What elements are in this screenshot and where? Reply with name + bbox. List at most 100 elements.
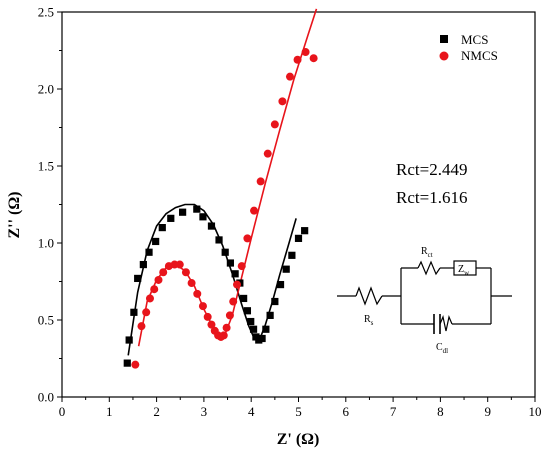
equivalent-circuit [337, 260, 512, 334]
data-point-mcs [139, 260, 147, 269]
data-point-mcs [271, 297, 279, 306]
data-point-mcs [249, 325, 258, 333]
data-point-mcs [134, 274, 142, 283]
data-point-mcs [226, 259, 234, 267]
data-point-nmcs [207, 320, 216, 329]
data-point-nmcs [181, 268, 190, 277]
data-point-nmcs [250, 206, 259, 215]
data-point-mcs [258, 334, 266, 343]
data-point-nmcs [270, 120, 279, 129]
circuit-label-rs: Rs [364, 314, 374, 327]
data-point-nmcs [175, 260, 184, 269]
x-tick-label: 1 [106, 404, 113, 419]
data-point-nmcs [159, 268, 168, 277]
fit-curves [127, 8, 318, 356]
x-tick-label: 4 [248, 404, 255, 419]
x-tick-label: 5 [295, 404, 302, 419]
data-point-mcs [207, 222, 216, 230]
data-point-nmcs [293, 55, 302, 64]
data-point-mcs [152, 237, 160, 246]
data-point-mcs [130, 308, 138, 316]
data-point-nmcs [243, 234, 252, 243]
data-point-mcs [145, 248, 153, 256]
data-point-mcs [247, 317, 255, 326]
data-point-nmcs [150, 285, 159, 294]
x-tick-label: 6 [343, 404, 350, 419]
circuit-label-rct: Rct [421, 246, 433, 259]
legend-label-mcs: MCS [461, 32, 488, 47]
data-point-mcs [179, 208, 187, 216]
data-point-mcs [123, 359, 131, 367]
data-point-nmcs [203, 312, 212, 321]
x-tick-label: 8 [437, 404, 444, 419]
y-tick-label: 2.0 [38, 82, 54, 97]
legend-marker-nmcs [439, 51, 449, 61]
data-point-mcs [231, 270, 239, 278]
data-point-nmcs [142, 308, 151, 317]
x-tick-label: 0 [59, 404, 66, 419]
data-point-mcs [294, 234, 303, 242]
data-point-mcs [301, 227, 309, 235]
data-point-nmcs [137, 322, 146, 331]
legend: MCS NMCS [439, 32, 498, 63]
data-point-mcs [288, 251, 296, 259]
x-axis-title: Z' (Ω) [277, 431, 320, 448]
y-tick-label: 2.5 [38, 5, 54, 20]
data-point-mcs [243, 307, 252, 315]
data-points [123, 48, 318, 369]
annotation-rct-mcs: Rct=2.449 [396, 160, 467, 179]
data-point-nmcs [301, 48, 310, 57]
data-point-nmcs [154, 275, 163, 284]
data-point-mcs [215, 236, 223, 244]
data-point-nmcs [225, 311, 234, 320]
data-point-nmcs [222, 323, 231, 332]
legend-marker-mcs [440, 35, 448, 43]
circuit-cpe-zigzag [439, 315, 453, 332]
data-point-mcs [262, 325, 270, 333]
data-point-nmcs [187, 279, 196, 288]
x-tick-label: 7 [390, 404, 397, 419]
y-tick-label: 1.5 [38, 159, 54, 174]
x-tick-label: 10 [529, 404, 542, 419]
data-point-nmcs [229, 297, 238, 306]
data-point-nmcs [198, 302, 207, 311]
data-point-mcs [125, 336, 133, 344]
y-tick-label: 1.0 [38, 236, 54, 251]
circuit-labels: Rct Zw Rs Cdl [364, 246, 470, 355]
data-point-mcs [266, 311, 274, 319]
circuit-resistor-rct [417, 260, 441, 276]
data-point-nmcs [278, 97, 287, 106]
y-tick-label: 0.0 [38, 390, 54, 405]
fit-line-nmcs [137, 8, 318, 347]
circuit-label-zw: Zw [458, 264, 470, 277]
x-tick-label: 2 [153, 404, 160, 419]
x-tick-label: 9 [484, 404, 491, 419]
data-point-nmcs [193, 289, 202, 298]
data-point-mcs [193, 205, 201, 213]
y-axis-ticks: 0.0 0.5 1.0 1.5 2.0 2.5 [38, 5, 62, 405]
y-axis-title: Z'' (Ω) [6, 191, 23, 238]
data-point-mcs [240, 294, 248, 303]
circuit-resistor-rs [355, 286, 383, 306]
x-axis-ticks: 0 1 2 3 4 5 6 7 8 9 10 [59, 397, 542, 419]
data-point-nmcs [237, 262, 246, 271]
data-point-mcs [199, 213, 207, 221]
data-point-mcs [167, 214, 175, 222]
data-point-nmcs [263, 149, 272, 158]
data-point-nmcs [256, 177, 265, 186]
x-tick-label: 3 [201, 404, 208, 419]
circuit-label-cdl: Cdl [436, 342, 448, 355]
data-point-nmcs [285, 72, 294, 81]
data-point-nmcs [309, 54, 318, 63]
data-point-mcs [158, 224, 166, 232]
data-point-nmcs [145, 294, 154, 303]
data-point-mcs [221, 248, 229, 256]
data-point-mcs [276, 280, 285, 289]
annotation-rct-nmcs: Rct=1.616 [396, 188, 467, 207]
data-point-nmcs [131, 360, 140, 369]
y-tick-label: 0.5 [38, 313, 54, 328]
data-point-nmcs [219, 331, 228, 340]
legend-label-nmcs: NMCS [461, 48, 498, 63]
data-point-mcs [282, 265, 290, 273]
